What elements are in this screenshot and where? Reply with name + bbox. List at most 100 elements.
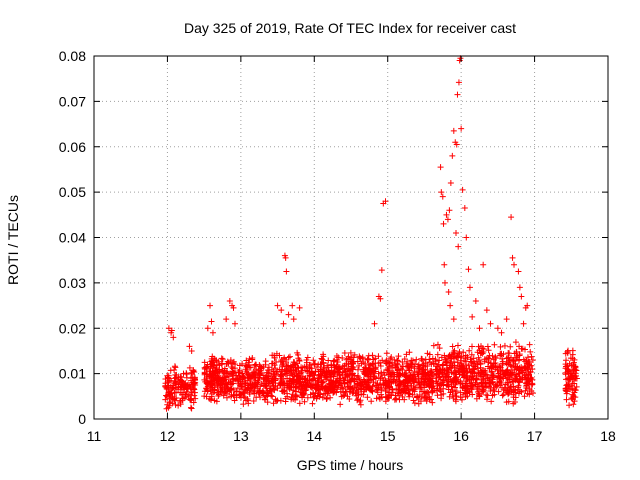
data-point (333, 365, 340, 372)
data-point (217, 374, 224, 381)
data-point (321, 390, 327, 397)
data-point (272, 396, 279, 403)
data-point (208, 374, 215, 381)
data-point (188, 369, 195, 376)
data-point (204, 325, 211, 332)
data-point (450, 377, 457, 384)
data-point (252, 361, 259, 368)
data-point (426, 356, 433, 363)
data-point (334, 358, 341, 365)
data-point (210, 389, 217, 396)
data-point (463, 361, 470, 368)
data-point (466, 374, 473, 381)
data-point (227, 381, 234, 388)
data-point (434, 341, 441, 348)
data-point (292, 364, 299, 371)
data-point (337, 384, 344, 391)
data-point (562, 387, 569, 394)
data-point (226, 298, 233, 305)
data-point (466, 284, 473, 291)
y-tick-label: 0.07 (59, 93, 86, 109)
data-point (170, 334, 177, 341)
data-point (368, 398, 375, 405)
data-point (563, 388, 570, 395)
data-point (283, 380, 290, 387)
data-point (483, 307, 490, 314)
data-point (477, 364, 484, 371)
data-point (349, 390, 356, 397)
data-point (282, 398, 289, 405)
data-point (224, 386, 231, 393)
data-point (209, 386, 216, 393)
data-point (472, 380, 479, 387)
data-point (509, 378, 516, 385)
data-point (498, 350, 505, 357)
data-point (268, 392, 275, 399)
data-point (246, 361, 253, 368)
data-point (499, 361, 506, 368)
data-point (438, 189, 445, 196)
data-point (563, 382, 570, 389)
data-point (292, 383, 299, 390)
data-point (245, 359, 252, 366)
data-point (478, 368, 485, 375)
data-point (478, 387, 485, 394)
data-point (237, 391, 243, 398)
data-point (242, 380, 249, 387)
data-point (320, 378, 327, 385)
data-point (360, 368, 367, 375)
data-point (389, 359, 396, 366)
data-point (354, 366, 361, 373)
tick-labels: 11 12 13 14 15 16 17 18 0 0.01 0.02 0.03 0.04 0.05 0.0… (59, 48, 616, 444)
data-point (188, 395, 195, 402)
data-point (382, 358, 389, 365)
data-point (476, 325, 483, 332)
data-point (524, 302, 531, 309)
data-point (500, 391, 507, 398)
data-point (228, 393, 235, 400)
data-point (572, 387, 579, 394)
data-point (163, 385, 170, 392)
data-point (178, 377, 185, 384)
data-point (476, 356, 483, 363)
data-point (262, 358, 269, 365)
data-point (436, 345, 443, 352)
data-point (463, 389, 470, 396)
data-point (310, 394, 317, 401)
data-point (382, 198, 389, 205)
data-point (524, 354, 531, 361)
data-point (279, 372, 286, 379)
data-point (508, 384, 515, 391)
data-point (240, 401, 247, 408)
data-point (314, 392, 321, 399)
data-point (524, 390, 531, 397)
data-point (317, 366, 324, 373)
data-point (177, 389, 184, 396)
data-point (314, 364, 320, 371)
data-point (246, 355, 253, 362)
data-point (434, 363, 441, 370)
x-tick-label: 14 (306, 428, 322, 444)
data-point (257, 394, 264, 401)
data-point (403, 369, 410, 376)
data-point (573, 383, 580, 390)
data-point (407, 361, 414, 368)
data-point (485, 363, 492, 370)
data-point (500, 371, 507, 378)
data-point (286, 353, 293, 360)
data-point (406, 367, 413, 374)
data-point (252, 377, 259, 384)
data-point (563, 376, 570, 383)
data-point (229, 360, 236, 367)
data-point (181, 381, 188, 388)
data-point (503, 399, 510, 406)
data-point (240, 393, 247, 400)
data-point (521, 393, 528, 400)
data-point (439, 193, 446, 200)
data-point (439, 366, 446, 373)
data-point (421, 381, 428, 388)
data-point (256, 372, 263, 379)
data-point (448, 369, 455, 376)
data-point (370, 362, 377, 369)
data-point (313, 395, 320, 402)
